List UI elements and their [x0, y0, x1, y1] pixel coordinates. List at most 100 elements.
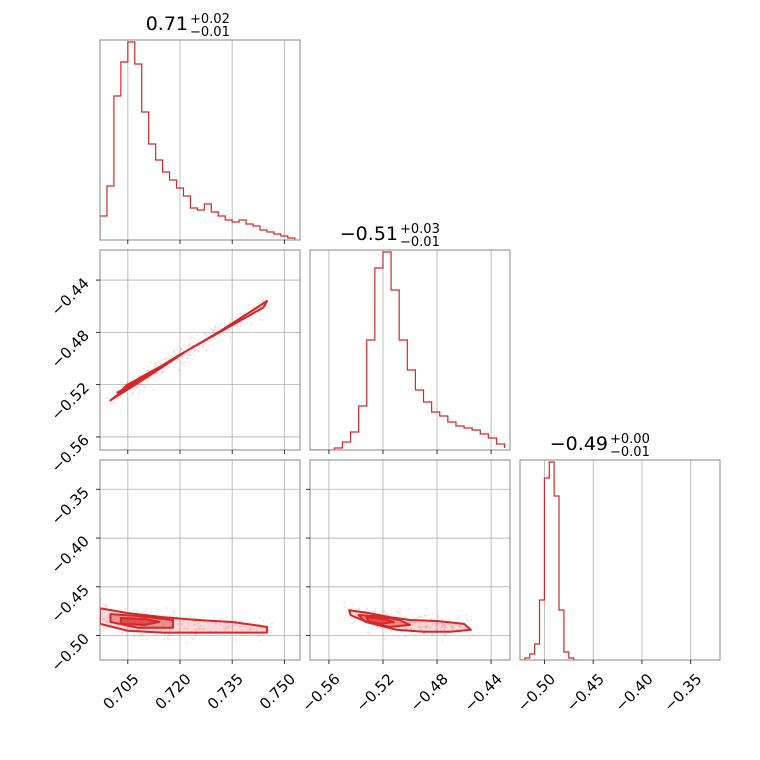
sample-point: [228, 328, 231, 331]
sample-point: [142, 367, 145, 370]
sample-point: [258, 616, 261, 619]
sample-point: [444, 632, 448, 635]
sample-point: [123, 607, 127, 611]
sample-point: [214, 622, 218, 625]
sample-point: [262, 633, 265, 636]
sample-point: [440, 624, 443, 628]
sample-point: [175, 360, 178, 363]
sample-point: [210, 339, 213, 343]
sample-point: [139, 635, 142, 638]
sample-point: [163, 637, 166, 640]
sample-point: [118, 396, 121, 399]
sample-point: [363, 617, 366, 620]
sample-point: [269, 296, 273, 299]
sample-point: [392, 622, 395, 625]
hist-1-data: [310, 251, 506, 450]
sample-point: [234, 638, 237, 642]
sample-point: [196, 333, 199, 336]
sample-point: [154, 634, 158, 637]
contour-inner: [123, 373, 150, 389]
sample-point: [206, 334, 209, 337]
sample-point: [187, 622, 190, 626]
sample-point: [248, 627, 252, 631]
sample-point: [245, 626, 248, 629]
sample-point: [193, 636, 196, 639]
sample-point: [125, 381, 129, 384]
sample-point: [381, 610, 384, 613]
sample-point: [173, 349, 176, 352]
sample-point: [133, 635, 136, 638]
sample-point: [426, 624, 429, 628]
sample-point: [106, 616, 110, 619]
sample-point: [431, 633, 434, 636]
sample-point: [443, 628, 446, 631]
sample-point: [236, 323, 239, 326]
sample-point: [141, 383, 144, 386]
sample-point: [167, 365, 170, 368]
sample-point: [189, 335, 192, 338]
sample-point: [152, 376, 155, 379]
sample-point: [219, 623, 222, 626]
sample-point: [189, 614, 192, 617]
sample-point: [139, 382, 142, 385]
sample-point: [397, 611, 400, 614]
sample-point: [443, 626, 446, 629]
sample-point: [442, 623, 445, 626]
y-tick-label: −0.56: [48, 431, 93, 476]
sample-point: [394, 615, 398, 618]
sample-point: [134, 385, 137, 388]
sample-point: [442, 633, 445, 636]
sample-point: [180, 361, 183, 364]
sample-point: [193, 349, 196, 352]
sample-point: [117, 615, 120, 618]
sample-point: [172, 610, 175, 613]
sample-point: [390, 629, 393, 632]
sample-point: [380, 626, 383, 630]
sample-point: [149, 610, 153, 613]
sample-point: [219, 617, 223, 620]
sample-point: [250, 628, 253, 631]
sample-point: [424, 614, 427, 617]
sample-point: [178, 350, 181, 354]
sample-point: [384, 612, 388, 615]
sample-point: [168, 633, 171, 636]
sample-point: [230, 318, 233, 321]
sample-point: [188, 353, 191, 357]
data-layer: [93, 41, 579, 660]
sample-point: [116, 624, 120, 627]
x-tick-label: 0.750: [256, 670, 299, 713]
title-minus: −0.01: [400, 235, 440, 250]
sample-point: [93, 612, 95, 614]
sample-point: [392, 614, 395, 617]
sample-point: [426, 626, 429, 629]
sample-point: [211, 331, 214, 334]
sample-point: [199, 624, 202, 628]
sample-point: [431, 634, 434, 637]
sample-point: [111, 401, 114, 404]
x-tick-label: −0.50: [514, 670, 559, 715]
sample-point: [187, 356, 190, 359]
hist-0-data: [100, 41, 296, 240]
sample-point: [163, 633, 166, 637]
corner-2-0-frame: [99, 459, 301, 661]
sample-point: [252, 627, 255, 631]
sample-point: [441, 626, 444, 629]
sample-point: [168, 634, 171, 637]
sample-point: [468, 636, 471, 639]
sample-point: [232, 616, 235, 619]
sample-point: [146, 368, 150, 372]
sample-point: [159, 360, 162, 364]
sample-point: [151, 388, 155, 391]
sample-point: [178, 634, 181, 637]
sample-point: [206, 344, 209, 347]
sample-point: [257, 302, 260, 305]
hist-1-frame: [309, 249, 511, 451]
sample-point: [255, 629, 258, 632]
sample-point: [443, 623, 446, 627]
sample-point: [157, 628, 160, 631]
sample-point: [166, 606, 169, 610]
grid-layer: [100, 40, 692, 660]
sample-point: [144, 380, 147, 383]
sample-point: [428, 626, 432, 629]
sample-point: [195, 629, 198, 632]
